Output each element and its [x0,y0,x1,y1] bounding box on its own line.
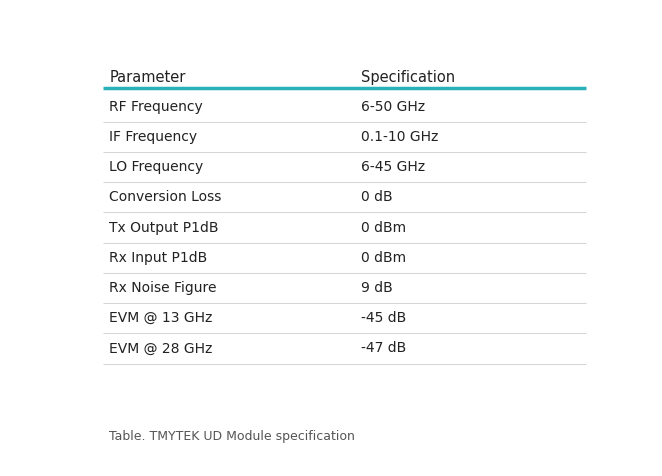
Text: 0 dBm: 0 dBm [361,251,406,265]
Text: Parameter: Parameter [109,69,185,85]
Text: 0 dB: 0 dB [361,190,393,204]
Text: LO Frequency: LO Frequency [109,160,203,174]
Text: 6-50 GHz: 6-50 GHz [361,99,425,114]
Text: Rx Noise Figure: Rx Noise Figure [109,281,216,295]
Text: -45 dB: -45 dB [361,311,406,325]
Text: IF Frequency: IF Frequency [109,130,197,144]
Text: 6-45 GHz: 6-45 GHz [361,160,425,174]
Text: Specification: Specification [361,69,455,85]
Text: Table. TMYTEK UD Module specification: Table. TMYTEK UD Module specification [109,430,355,444]
Text: -47 dB: -47 dB [361,341,406,356]
Text: Tx Output P1dB: Tx Output P1dB [109,220,218,235]
Text: 0 dBm: 0 dBm [361,220,406,235]
Text: 9 dB: 9 dB [361,281,393,295]
Text: EVM @ 13 GHz: EVM @ 13 GHz [109,311,213,325]
Text: Conversion Loss: Conversion Loss [109,190,222,204]
Text: 0.1-10 GHz: 0.1-10 GHz [361,130,438,144]
Text: Rx Input P1dB: Rx Input P1dB [109,251,207,265]
Text: RF Frequency: RF Frequency [109,99,203,114]
Text: EVM @ 28 GHz: EVM @ 28 GHz [109,341,213,356]
